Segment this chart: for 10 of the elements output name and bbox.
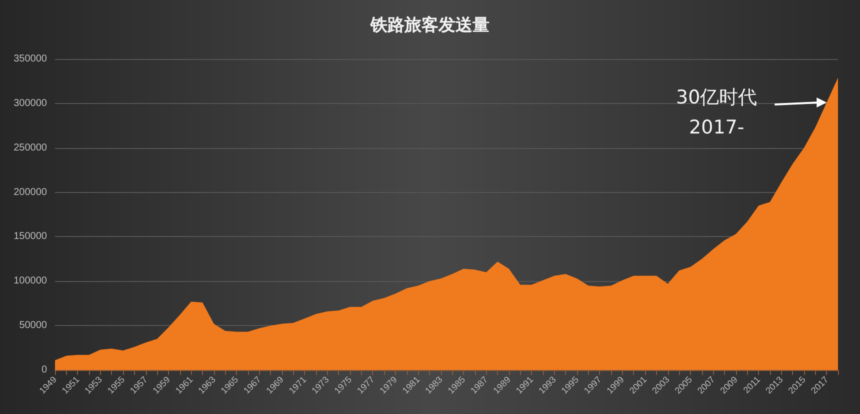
y-tick-label: 0 bbox=[41, 364, 48, 376]
y-tick-label: 100000 bbox=[14, 276, 48, 287]
y-tick-label: 300000 bbox=[14, 98, 48, 109]
y-tick-label: 200000 bbox=[14, 186, 48, 198]
chart-title: 铁路旅客发送量 bbox=[370, 16, 490, 36]
annotation: 30亿时代 2017- bbox=[676, 86, 758, 139]
y-tick-label: 250000 bbox=[14, 142, 48, 154]
y-tick-label: 350000 bbox=[14, 54, 48, 64]
y-tick-label: 50000 bbox=[19, 320, 48, 332]
y-tick-label: 150000 bbox=[14, 231, 48, 242]
